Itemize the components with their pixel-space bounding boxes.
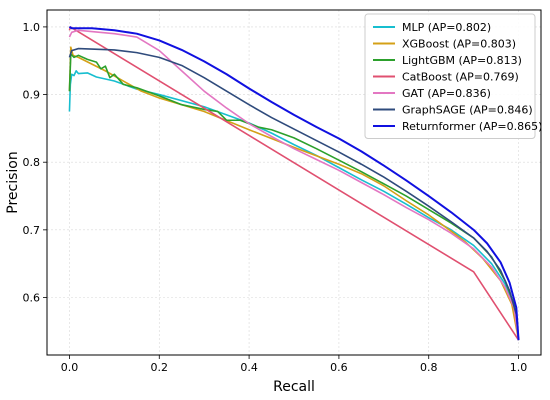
legend-entry: CatBoost (AP=0.769) <box>402 71 519 84</box>
series-line-6 <box>68 26 520 341</box>
series-line-4 <box>68 29 520 341</box>
legend-entry: MLP (AP=0.802) <box>402 21 491 34</box>
series-line-3 <box>68 26 520 341</box>
series-lines <box>68 26 520 341</box>
x-tick-label: 1.0 <box>510 361 528 374</box>
legend-entry: Returnformer (AP=0.865) <box>402 120 542 133</box>
x-tick-label: 0.2 <box>151 361 169 374</box>
legend: MLP (AP=0.802) XGBoost (AP=0.803) LightGBM… <box>364 13 542 139</box>
x-tick-label: 0.8 <box>420 361 438 374</box>
x-tick-label: 0.6 <box>330 361 348 374</box>
series-line-5 <box>68 47 520 341</box>
legend-entry: GraphSAGE (AP=0.846) <box>402 104 533 117</box>
y-tick-label: 0.6 <box>23 292 41 305</box>
axis-ticks: 0.0 0.2 0.4 0.6 0.8 1.0 0.6 0.7 0.8 0.9 1.0 <box>23 21 528 374</box>
legend-entry: LightGBM (AP=0.813) <box>402 54 522 67</box>
legend-entry: XGBoost (AP=0.803) <box>402 38 516 51</box>
legend-box <box>364 13 536 139</box>
x-tick-label: 0.0 <box>61 361 79 374</box>
series-line-2 <box>68 53 520 341</box>
x-axis-label: Recall <box>273 379 315 395</box>
x-tick-label: 0.4 <box>240 361 258 374</box>
y-tick-label: 1.0 <box>23 21 41 34</box>
y-tick-label: 0.7 <box>23 224 41 237</box>
y-tick-label: 0.9 <box>23 89 41 102</box>
y-axis-label: Precision <box>5 151 21 213</box>
plot-frame <box>46 9 542 356</box>
legend-entry: GAT (AP=0.836) <box>402 87 491 100</box>
y-tick-label: 0.8 <box>23 156 41 169</box>
